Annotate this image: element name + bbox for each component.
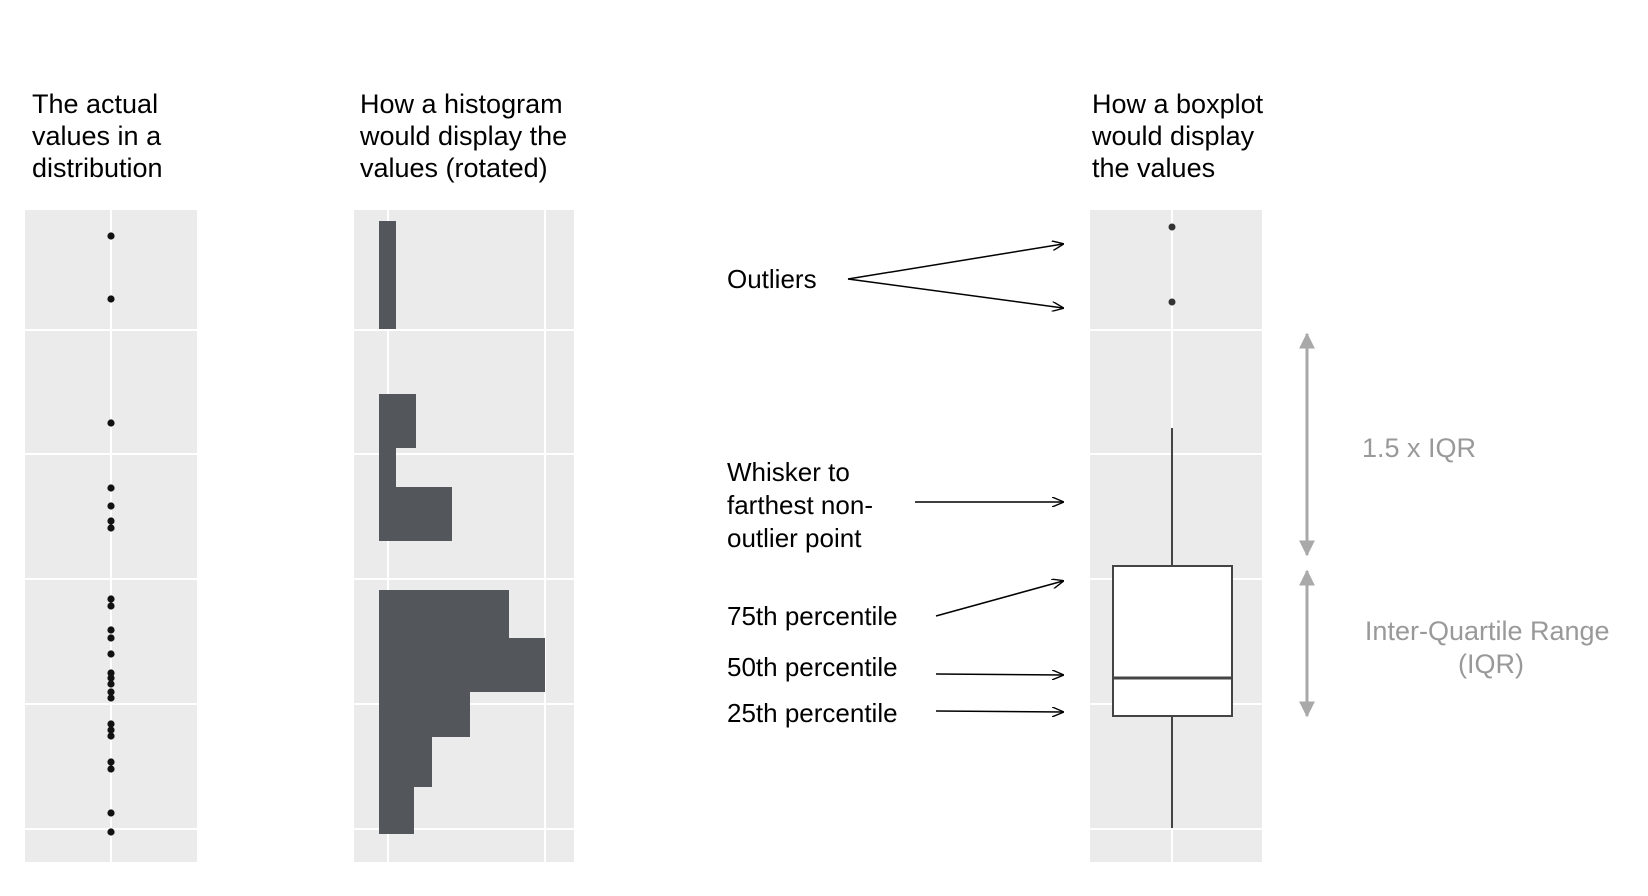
value-point: [107, 680, 115, 688]
histogram-title-line: values (rotated): [360, 153, 548, 183]
whisker-label-line: farthest non-: [727, 490, 873, 520]
value-point: [107, 720, 115, 728]
boxplot-outlier-point: [1168, 223, 1176, 231]
boxplot-panel-background: [1090, 210, 1262, 862]
value-point: [107, 726, 115, 734]
whisker-label-line: outlier point: [727, 523, 862, 553]
value-point: [107, 765, 115, 773]
outlier-arrow-upper: [847, 244, 1063, 280]
value-point: [107, 688, 115, 696]
values-title-line: The actual: [32, 89, 159, 119]
histogram-bar: [379, 787, 414, 834]
value-point: [107, 626, 115, 634]
value-point: [107, 732, 115, 740]
p75-arrow: [935, 581, 1063, 617]
value-point: [107, 484, 115, 492]
histogram-bar: [379, 221, 396, 329]
value-point: [107, 694, 115, 702]
annotation-arrows: [847, 244, 1063, 712]
histogram-bar: [379, 737, 432, 787]
values-title-line: distribution: [32, 153, 163, 183]
value-point: [107, 602, 115, 610]
histogram-bar: [379, 692, 470, 737]
values-column-title: The actual values in a distribution: [32, 88, 163, 184]
p50-arrow: [935, 674, 1063, 675]
value-point: [107, 232, 115, 240]
histogram-bar: [379, 394, 416, 448]
boxplot-panel: [1090, 210, 1262, 862]
annotation-labels: Outliers Whisker to farthest non- outlie…: [727, 264, 898, 728]
outliers-label: Outliers: [727, 264, 817, 294]
histogram-bar: [379, 638, 545, 692]
histogram-title-line: would display the: [360, 121, 568, 151]
range-labels: 1.5 x IQR Inter-Quartile Range (IQR): [1362, 433, 1617, 679]
value-point: [107, 669, 115, 677]
iqr-label: Inter-Quartile Range (IQR): [1365, 616, 1617, 679]
outlier-arrow-lower: [847, 278, 1063, 308]
iqr-label-line: (IQR): [1458, 649, 1524, 679]
value-point: [107, 502, 115, 510]
p75-label: 75th percentile: [727, 601, 898, 631]
p50-label: 50th percentile: [727, 652, 898, 682]
value-point: [107, 634, 115, 642]
value-point: [107, 809, 115, 817]
values-panel-gridlines: [25, 210, 197, 862]
whisker-label: Whisker to farthest non- outlier point: [727, 457, 880, 553]
boxplot-outlier-point: [1168, 298, 1176, 306]
value-points: [107, 232, 115, 836]
value-point: [107, 758, 115, 766]
values-panel: [25, 210, 197, 862]
histogram-bars: [379, 221, 545, 834]
value-point: [107, 674, 115, 682]
value-point: [107, 295, 115, 303]
values-title-line: values in a: [32, 121, 162, 151]
histogram-column-title: How a histogram would display the values…: [360, 88, 567, 184]
p25-arrow: [935, 711, 1063, 712]
histogram-title-line: How a histogram: [360, 89, 563, 119]
histogram-panel: [354, 210, 574, 862]
whisker-label-line: Whisker to: [727, 457, 850, 487]
boxplot-title-line: would display: [1092, 121, 1255, 151]
value-point: [107, 419, 115, 427]
iqr-label-line: Inter-Quartile Range: [1365, 616, 1610, 646]
boxplot-box: [1112, 565, 1233, 717]
histogram-bar: [379, 487, 452, 541]
p25-label: 25th percentile: [727, 698, 898, 728]
boxplot-title-line: How a boxplot: [1092, 89, 1264, 119]
value-point: [107, 517, 115, 525]
histogram-bar: [379, 448, 396, 487]
value-point: [107, 650, 115, 658]
value-point: [107, 828, 115, 836]
histogram-bar: [379, 590, 509, 638]
range-15iqr-label: 1.5 x IQR: [1362, 433, 1476, 463]
value-point: [107, 524, 115, 532]
boxplot-title-line: the values: [1092, 153, 1216, 183]
value-point: [107, 595, 115, 603]
boxplot-column-title: How a boxplot would display the values: [1092, 88, 1263, 184]
